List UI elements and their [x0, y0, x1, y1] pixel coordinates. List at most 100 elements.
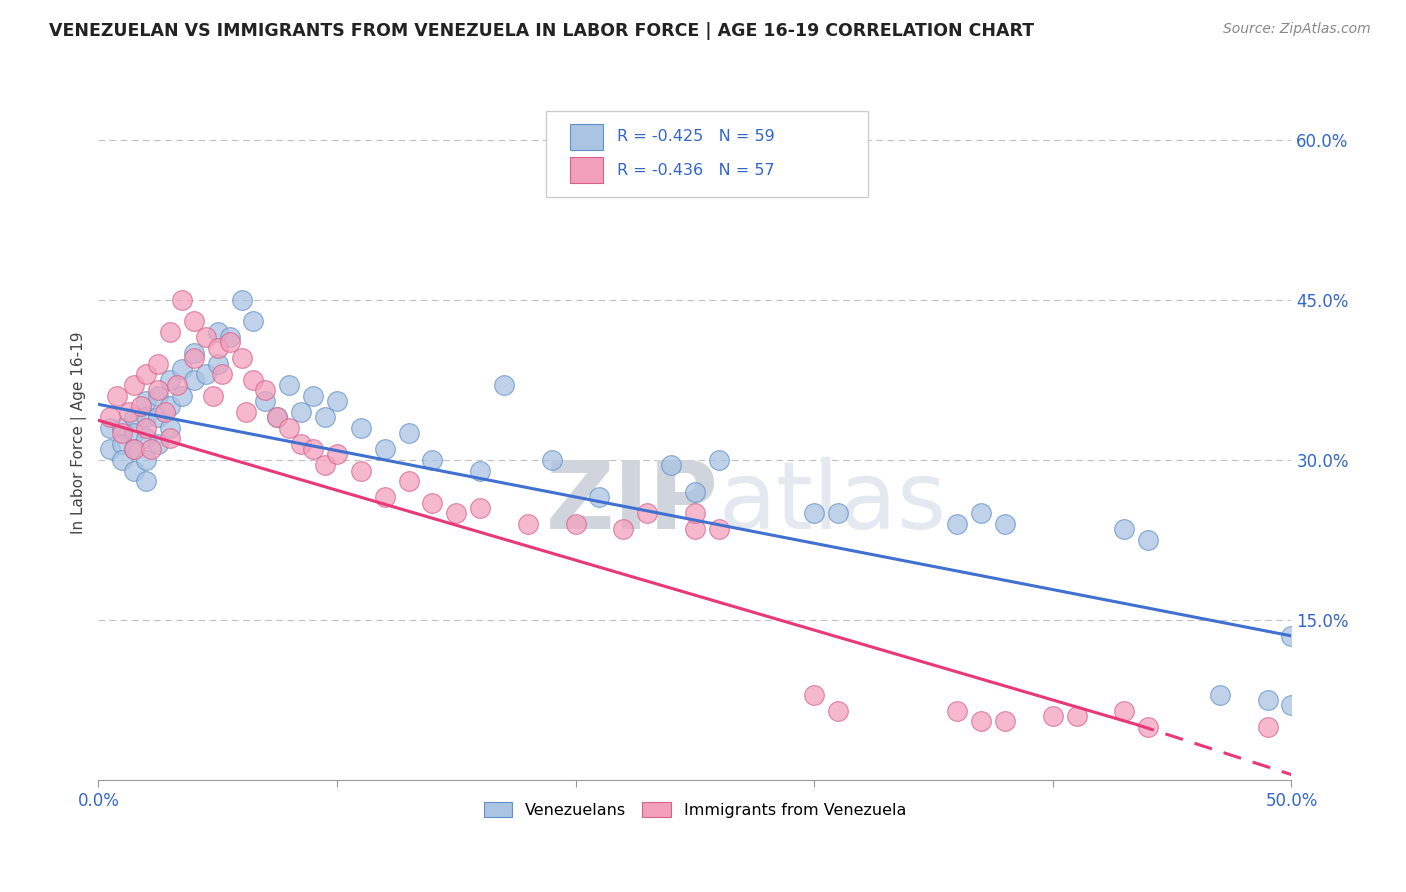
Point	[398, 474, 420, 488]
Point	[492, 378, 515, 392]
Point	[683, 522, 706, 536]
Point	[146, 357, 169, 371]
Point	[135, 394, 157, 409]
Point	[254, 394, 277, 409]
Point	[636, 506, 658, 520]
Point	[994, 516, 1017, 531]
FancyBboxPatch shape	[569, 124, 603, 150]
Point	[159, 373, 181, 387]
Point	[122, 410, 145, 425]
Point	[129, 400, 152, 414]
Point	[231, 293, 253, 307]
Point	[146, 410, 169, 425]
Point	[612, 522, 634, 536]
Point	[302, 389, 325, 403]
Point	[254, 384, 277, 398]
Point	[194, 330, 217, 344]
Point	[374, 490, 396, 504]
Point	[314, 458, 336, 472]
Point	[302, 442, 325, 457]
Point	[350, 463, 373, 477]
Point	[111, 421, 134, 435]
Point	[946, 516, 969, 531]
Point	[218, 330, 240, 344]
Point	[135, 453, 157, 467]
Point	[207, 357, 229, 371]
Point	[398, 426, 420, 441]
Point	[111, 437, 134, 451]
Point	[803, 506, 825, 520]
Point	[122, 426, 145, 441]
Point	[827, 506, 849, 520]
Point	[159, 400, 181, 414]
Text: VENEZUELAN VS IMMIGRANTS FROM VENEZUELA IN LABOR FORCE | AGE 16-19 CORRELATION C: VENEZUELAN VS IMMIGRANTS FROM VENEZUELA …	[49, 22, 1035, 40]
Text: Source: ZipAtlas.com: Source: ZipAtlas.com	[1223, 22, 1371, 37]
Point	[111, 426, 134, 441]
Point	[659, 458, 682, 472]
Point	[146, 437, 169, 451]
Point	[122, 378, 145, 392]
Point	[707, 522, 730, 536]
Point	[278, 421, 301, 435]
FancyBboxPatch shape	[569, 157, 603, 184]
Point	[183, 346, 205, 360]
Point	[683, 484, 706, 499]
Point	[946, 704, 969, 718]
Y-axis label: In Labor Force | Age 16-19: In Labor Force | Age 16-19	[72, 332, 87, 534]
Point	[516, 516, 538, 531]
Point	[135, 410, 157, 425]
Point	[683, 506, 706, 520]
Point	[107, 389, 129, 403]
Point	[170, 389, 193, 403]
Point	[314, 410, 336, 425]
Point	[374, 442, 396, 457]
Point	[350, 421, 373, 435]
Point	[135, 368, 157, 382]
Text: R = -0.436   N = 57: R = -0.436 N = 57	[617, 162, 775, 178]
Point	[183, 351, 205, 366]
Point	[970, 506, 993, 520]
Point	[242, 314, 264, 328]
Point	[170, 362, 193, 376]
Point	[278, 378, 301, 392]
Point	[468, 463, 491, 477]
Legend: Venezuelans, Immigrants from Venezuela: Venezuelans, Immigrants from Venezuela	[477, 795, 912, 824]
Point	[803, 688, 825, 702]
Point	[994, 714, 1017, 729]
Point	[183, 373, 205, 387]
Point	[970, 714, 993, 729]
Point	[1066, 709, 1088, 723]
Point	[422, 453, 444, 467]
Point	[1257, 693, 1279, 707]
Point	[159, 325, 181, 339]
Point	[290, 437, 312, 451]
Point	[166, 378, 188, 392]
Point	[1114, 522, 1136, 536]
Point	[1137, 720, 1160, 734]
Point	[111, 453, 134, 467]
Point	[242, 373, 264, 387]
Point	[218, 335, 240, 350]
Point	[1042, 709, 1064, 723]
Point	[235, 405, 257, 419]
Point	[211, 368, 233, 382]
Point	[1137, 533, 1160, 547]
Point	[564, 516, 586, 531]
Point	[290, 405, 312, 419]
Point	[707, 453, 730, 467]
Point	[98, 442, 121, 457]
Point	[326, 448, 349, 462]
Point	[153, 405, 176, 419]
Text: R = -0.425   N = 59: R = -0.425 N = 59	[617, 129, 775, 145]
Point	[1209, 688, 1232, 702]
Point	[146, 384, 169, 398]
Text: atlas: atlas	[718, 457, 948, 549]
Point	[139, 442, 162, 457]
Point	[1114, 704, 1136, 718]
Point	[194, 368, 217, 382]
Point	[266, 410, 288, 425]
Point	[1281, 629, 1303, 643]
Point	[207, 325, 229, 339]
Point	[1257, 720, 1279, 734]
Point	[231, 351, 253, 366]
